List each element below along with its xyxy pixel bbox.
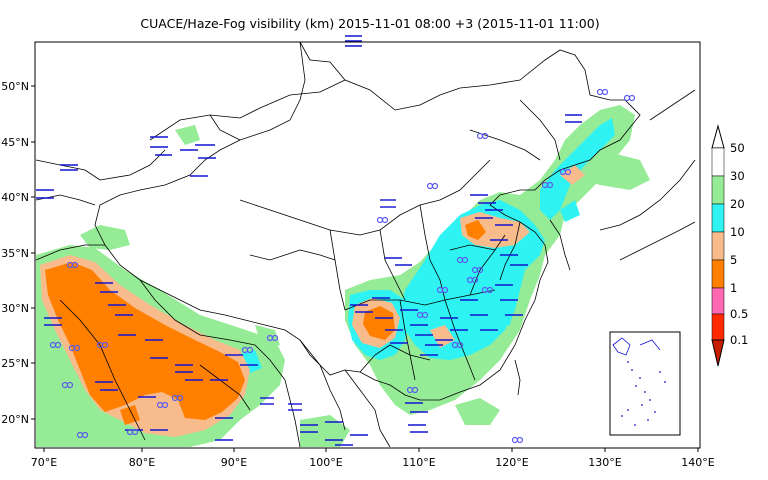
lat-label: 35°N (1, 247, 29, 260)
lon-labels: 70°E 80°E 90°E 100°E 110°E 120°E 130°E 1… (31, 456, 715, 469)
colorbar-label: 0.5 (730, 307, 748, 321)
lat-label: 50°N (1, 80, 29, 93)
colorbar-segment (711, 147, 725, 177)
lat-label: 45°N (1, 136, 29, 149)
colorbar-label: 10 (730, 225, 745, 239)
colorbar-segment (711, 259, 725, 289)
colorbar-label: 30 (730, 169, 745, 183)
lon-label: 130°E (588, 456, 621, 469)
colorbar-segment (711, 287, 725, 315)
map-frame (34, 41, 701, 449)
colorbar-label: 20 (730, 197, 745, 211)
haze-symbols (36, 35, 582, 446)
lat-label: 30°N (1, 302, 29, 315)
lon-label: 90°E (221, 456, 247, 469)
colorbar-label: 0.1 (730, 333, 748, 347)
colorbar-label: 5 (730, 253, 737, 267)
colorbar-segment (711, 313, 725, 341)
lat-label: 40°N (1, 191, 29, 204)
colorbar-top-cap (711, 124, 725, 149)
lon-label: 100°E (309, 456, 342, 469)
lon-label: 70°E (31, 456, 57, 469)
colorbar-bottom-cap (711, 339, 725, 367)
colorbar-segment (711, 231, 725, 261)
lat-label: 20°N (1, 413, 29, 426)
lat-label: 25°N (1, 357, 29, 370)
colorbar-segment (711, 203, 725, 233)
colorbar-label: 50 (730, 141, 745, 155)
lon-label: 110°E (402, 456, 435, 469)
lon-label: 140°E (681, 456, 714, 469)
lat-tick-marks (31, 85, 35, 420)
colorbar-label: 1 (730, 281, 737, 295)
colorbar-segment (711, 175, 725, 205)
lon-label: 80°E (129, 456, 155, 469)
inset-map (609, 331, 681, 436)
lon-tick-marks (43, 448, 699, 452)
fog-infinity-symbols (49, 88, 636, 444)
boundaries (35, 41, 696, 448)
lat-labels: 20°N 25°N 30°N 35°N 40°N 45°N 50°N (1, 80, 29, 426)
map-title: CUACE/Haze-Fog visibility (km) 2015-11-0… (140, 16, 600, 31)
lon-label: 120°E (495, 456, 528, 469)
colorbar: 50 30 20 10 5 1 0.5 0.1 (711, 124, 748, 367)
